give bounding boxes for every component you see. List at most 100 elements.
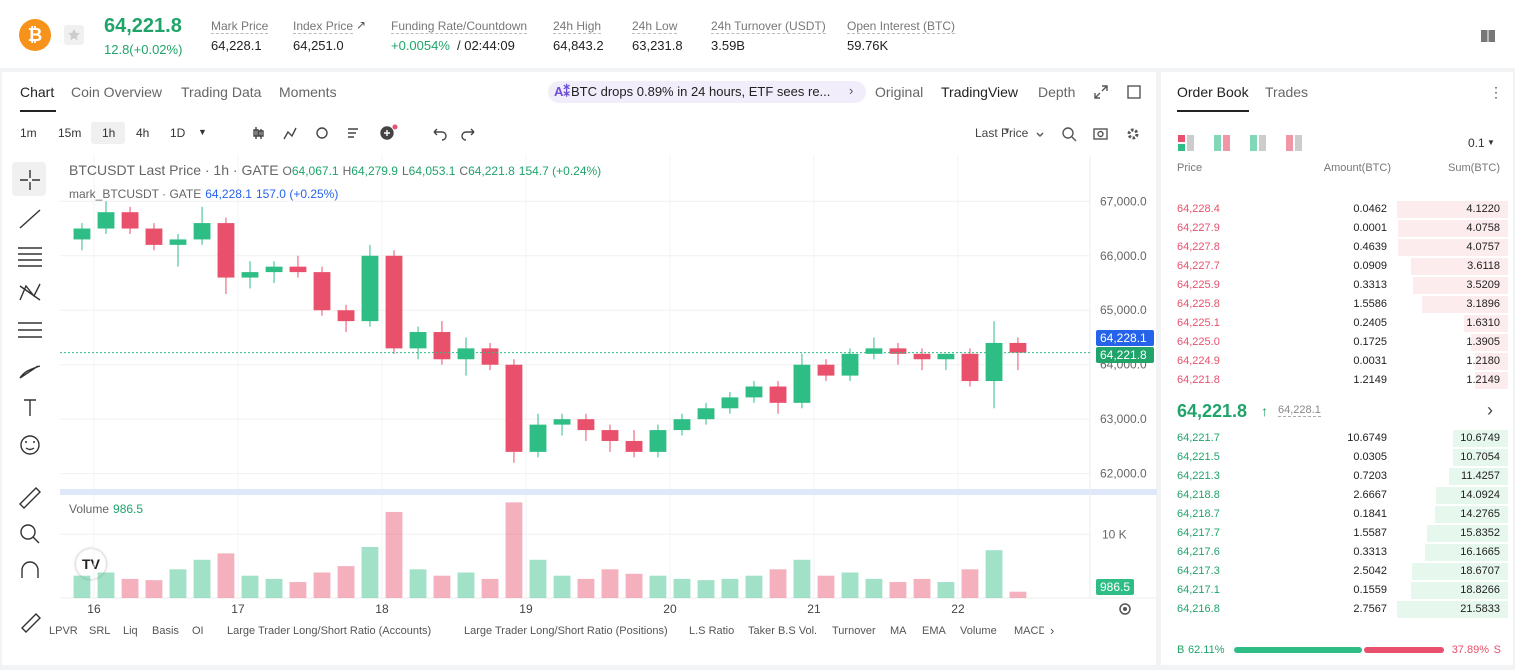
volume-bar: [121, 578, 139, 598]
ob-price[interactable]: 64,225.8: [1177, 298, 1220, 310]
favorite-star[interactable]: [64, 25, 84, 45]
interval[interactable]: 1h: [102, 126, 116, 140]
indicator[interactable]: Large Trader Long/Short Ratio (Accounts): [227, 625, 432, 637]
ob-price[interactable]: 64,216.8: [1177, 603, 1220, 615]
volume-bar: [985, 550, 1003, 598]
legend-text: 154.7 (+0.24%): [518, 164, 602, 178]
chart-tab[interactable]: Moments: [279, 84, 337, 100]
last-price: 64,221.8: [104, 15, 182, 37]
legend-text: L: [401, 164, 409, 178]
ob-tab[interactable]: Order Book: [1177, 84, 1249, 100]
indicator[interactable]: L.S Ratio: [689, 625, 735, 637]
indicator[interactable]: Liq: [123, 625, 138, 637]
mid-price: 64,221.8: [1177, 401, 1248, 421]
candle-body: [313, 272, 331, 311]
ob-tab[interactable]: Trades: [1265, 84, 1309, 100]
interval[interactable]: 1D: [170, 126, 186, 140]
news[interactable]: BTC drops 0.89% in 24 hours, ETF sees re…: [571, 84, 831, 99]
svg-text:₿: ₿: [28, 25, 43, 45]
interval[interactable]: 15m: [58, 126, 82, 140]
volume-bar: [745, 575, 763, 598]
indicator[interactable]: Taker B.S Vol.: [748, 625, 818, 637]
mid-more[interactable]: ›: [1487, 400, 1493, 420]
depth-bar: [1422, 296, 1508, 313]
candle-body: [961, 353, 979, 382]
interval[interactable]: 4h: [136, 126, 150, 140]
candle-body: [841, 353, 859, 376]
view-tab[interactable]: TradingView: [941, 84, 1019, 100]
ob-price[interactable]: 64,221.8: [1177, 374, 1220, 386]
ob-price[interactable]: 64,218.7: [1177, 508, 1220, 520]
volume-bar: [601, 569, 619, 598]
ob-price[interactable]: 64,217.1: [1177, 584, 1220, 596]
candle-body: [97, 212, 115, 229]
chart-tab[interactable]: Chart: [20, 84, 55, 100]
volume-bar: [529, 559, 547, 598]
indicator[interactable]: MACD: [1014, 625, 1044, 637]
indicator-more[interactable]: ›: [1050, 623, 1055, 638]
ob-price[interactable]: 64,217.3: [1177, 565, 1220, 577]
ob-price[interactable]: 64,225.0: [1177, 336, 1220, 348]
volume-bar: [217, 553, 235, 598]
candle-body: [169, 239, 187, 245]
ob-price[interactable]: 64,225.1: [1177, 317, 1220, 329]
depth-bar: [1475, 353, 1508, 370]
view-tab[interactable]: Depth: [1038, 84, 1076, 100]
volume-bar: [385, 511, 403, 598]
indicator[interactable]: Turnover: [832, 625, 876, 637]
volume-bar: [697, 580, 715, 598]
ob-price[interactable]: 64,227.7: [1177, 260, 1220, 272]
ob-price[interactable]: 64,227.8: [1177, 241, 1220, 253]
ob-price[interactable]: 64,228.4: [1177, 203, 1220, 215]
ob-price[interactable]: 64,221.7: [1177, 432, 1220, 444]
volume-bar: [625, 573, 643, 598]
ob-price[interactable]: 64,217.7: [1177, 527, 1220, 539]
precision[interactable]: 0.1: [1468, 136, 1485, 150]
depth-bar: [1452, 449, 1508, 466]
volume-bar: [481, 578, 499, 598]
candle-body: [505, 364, 523, 452]
ob-price[interactable]: 64,221.5: [1177, 451, 1220, 463]
indicator[interactable]: Large Trader Long/Short Ratio (Positions…: [464, 625, 668, 637]
ob-price[interactable]: 64,227.9: [1177, 222, 1220, 234]
view-tab[interactable]: Original: [875, 84, 924, 100]
top-bar: [0, 0, 1515, 68]
price-type[interactable]: Last Price: [975, 126, 1029, 140]
volume-bar: [577, 578, 595, 598]
ob-price[interactable]: 64,225.9: [1177, 279, 1220, 291]
indicator[interactable]: SRL: [89, 625, 111, 637]
depth-bar: [1398, 220, 1508, 237]
indicator[interactable]: LPVR: [49, 625, 78, 637]
candle-body: [601, 430, 619, 441]
ob-price[interactable]: 64,217.6: [1177, 546, 1220, 558]
ob-price[interactable]: 64,224.9: [1177, 355, 1220, 367]
interval[interactable]: 1m: [20, 126, 37, 140]
ob-price[interactable]: 64,221.3: [1177, 470, 1220, 482]
buy-ratio: 62.11%: [1188, 644, 1225, 656]
drawing-tools[interactable]: [10, 160, 50, 640]
indicator[interactable]: Basis: [152, 625, 179, 637]
chart-settings-icons[interactable]: [1034, 126, 1144, 142]
indicator[interactable]: OI: [192, 625, 204, 637]
legend-text: H: [342, 164, 352, 178]
ob-sum: 18.8266: [1460, 584, 1500, 596]
ob-view-icons[interactable]: [1178, 135, 1308, 151]
news-pill[interactable]: [548, 81, 866, 103]
stat-value: 59.76K: [847, 38, 889, 53]
chart-toolbar-icons[interactable]: [248, 124, 488, 142]
ob-amount: 0.0909: [1353, 260, 1387, 272]
book-icon[interactable]: [1480, 28, 1496, 44]
indicator[interactable]: Volume: [960, 625, 997, 637]
volume-bar: [409, 569, 427, 598]
chart-tab[interactable]: Trading Data: [181, 84, 262, 100]
volume-bar: [889, 582, 907, 598]
depth-bar: [1397, 601, 1508, 618]
price-label: 64,221.8: [1100, 348, 1147, 362]
chart-settings[interactable]: [1117, 601, 1133, 617]
indicator[interactable]: EMA: [922, 625, 946, 637]
indicator[interactable]: MA: [890, 625, 907, 637]
chart-tab[interactable]: Coin Overview: [71, 84, 163, 100]
chart-window-icons[interactable]: [1093, 84, 1145, 100]
ob-price[interactable]: 64,218.8: [1177, 489, 1220, 501]
ob-menu[interactable]: ⋮: [1489, 84, 1503, 100]
